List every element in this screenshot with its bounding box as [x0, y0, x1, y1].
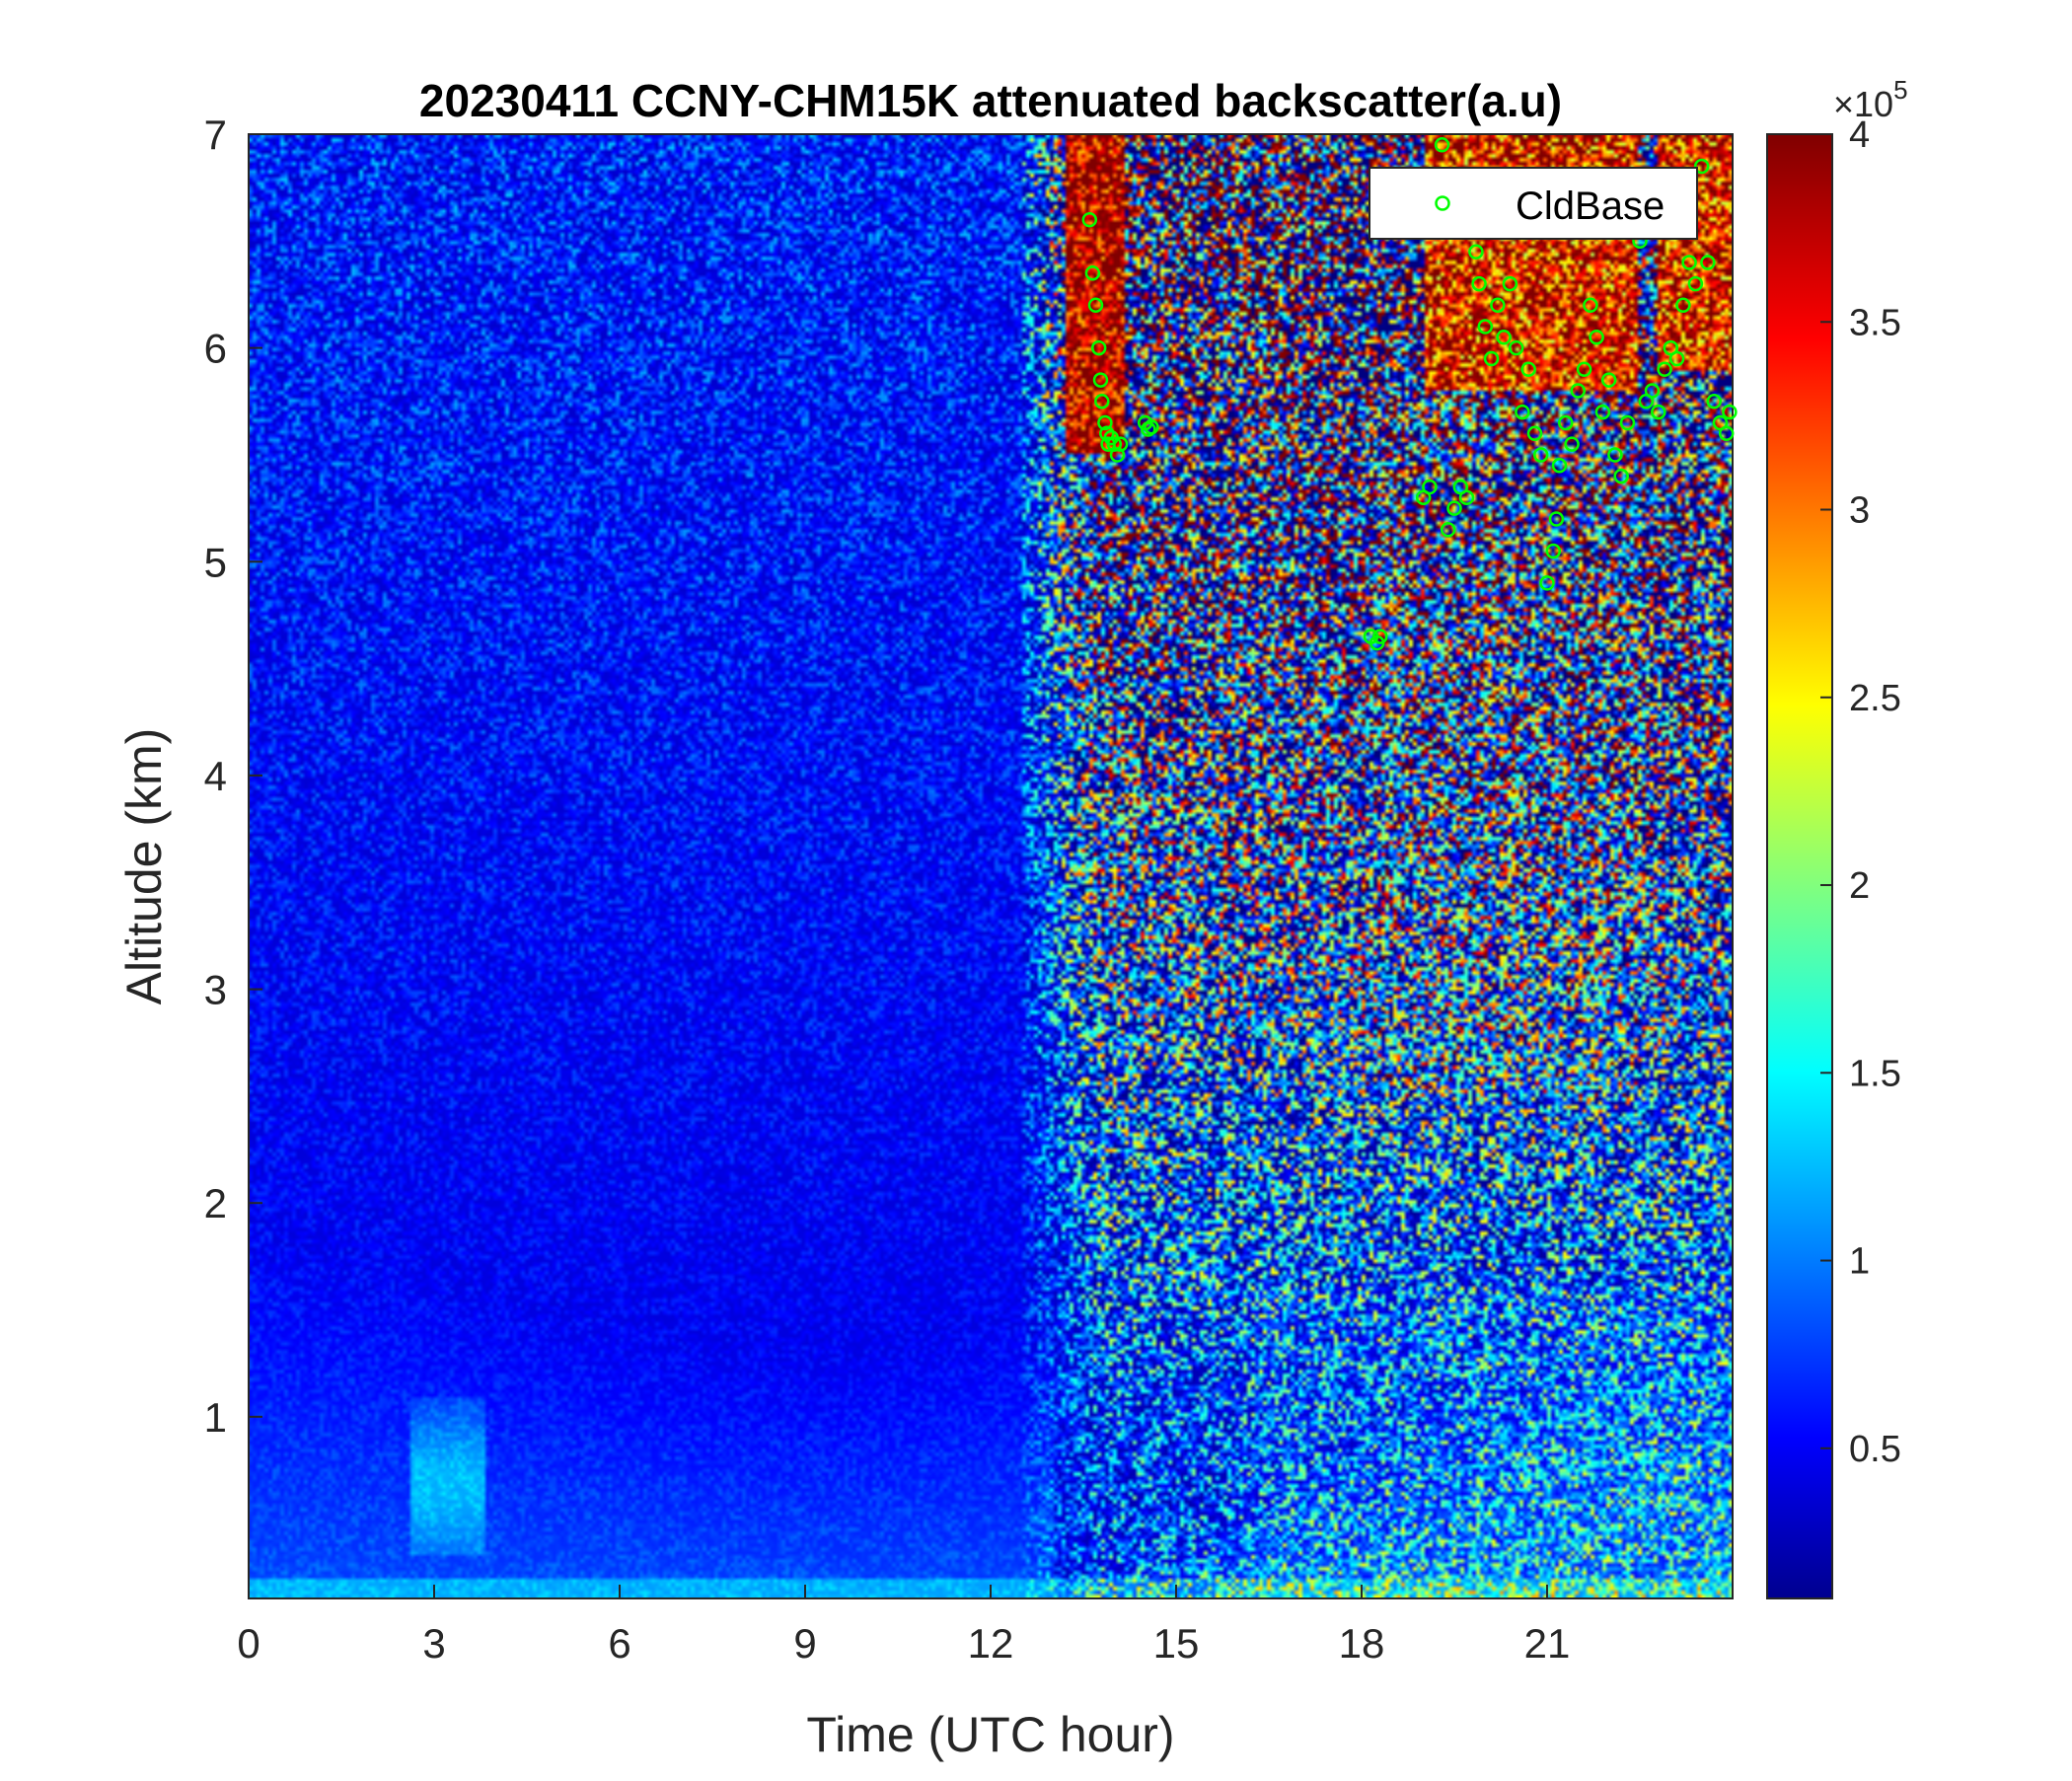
cldbase-point: [1548, 511, 1565, 527]
x-tick-label: 0: [237, 1620, 259, 1667]
cldbase-point: [1446, 500, 1462, 516]
cldbase-point: [1440, 522, 1456, 538]
colorbar-ramp: [1766, 133, 1833, 1599]
cldbase-point: [1515, 404, 1530, 420]
cldbase-point: [1526, 425, 1543, 442]
cldbase-point: [1112, 436, 1129, 452]
cldbase-point: [1097, 414, 1113, 431]
cldbase-point: [1468, 244, 1484, 260]
cldbase-point: [1477, 319, 1494, 334]
colorbar-tick-label: 0.5: [1849, 1429, 1901, 1470]
cldbase-point: [1600, 372, 1617, 388]
cldbase-point: [1496, 330, 1512, 345]
y-tick-label: 1: [204, 1394, 227, 1441]
legend-label-cldbase: CldBase: [1516, 185, 1665, 228]
x-tick-label: 21: [1524, 1620, 1571, 1667]
cldbase-point: [1594, 404, 1611, 420]
cldbase-series: [1081, 137, 1738, 651]
cldbase-point: [1483, 350, 1500, 367]
cldbase-point: [1718, 425, 1735, 442]
cldbase-point: [1099, 425, 1115, 442]
cldbase-point: [1458, 489, 1475, 506]
legend: CldBase: [1369, 167, 1698, 240]
cldbase-point: [1619, 414, 1636, 431]
colorbar: 0.5 1 1.5 2 2.5 3 3.5 4 ×105: [1766, 75, 1908, 1599]
colorbar-tick-label: 3.5: [1849, 302, 1901, 343]
colorbar-tick-label: 1.5: [1849, 1053, 1901, 1094]
cldbase-point: [1558, 414, 1574, 431]
cldbase-point: [1502, 275, 1518, 292]
cldbase-point: [1651, 404, 1666, 420]
chart-title: 20230411 CCNY-CHM15K attenuated backscat…: [419, 75, 1562, 126]
colorbar-tick-label: 4: [1849, 114, 1870, 156]
cldbase-point: [1092, 372, 1109, 388]
y-tick-label: 2: [204, 1180, 227, 1226]
cldbase-point: [1508, 339, 1524, 356]
x-tick-label: 15: [1153, 1620, 1200, 1667]
cldbase-point: [1706, 394, 1722, 409]
legend-box: [1369, 167, 1698, 240]
x-axis-label: Time (UTC hour): [806, 1707, 1174, 1762]
y-tick-label: 5: [204, 539, 227, 585]
colorbar-ticks: 0.5 1 1.5 2 2.5 3 3.5 4: [1820, 114, 1901, 1470]
colorbar-multiplier-base: ×10: [1833, 84, 1893, 124]
cldbase-point: [1081, 211, 1098, 228]
cldbase-point: [1545, 543, 1562, 559]
heatmap-image: [249, 134, 1733, 1598]
cldbase-point: [1644, 383, 1661, 399]
y-axis-label: Altitude (km): [116, 728, 172, 1005]
backscatter-heatmap: [249, 134, 1733, 1598]
cldbase-point: [1675, 297, 1691, 314]
cldbase-point: [1722, 404, 1738, 420]
x-tick-label: 6: [608, 1620, 630, 1667]
cldbase-point: [1551, 458, 1568, 474]
cldbase-point: [1589, 330, 1604, 345]
y-tick-label: 7: [204, 111, 227, 158]
cldbase-point: [1422, 479, 1438, 495]
cldbase-point: [1668, 350, 1685, 367]
y-tick-label: 3: [204, 967, 227, 1013]
cldbase-point: [1583, 297, 1598, 314]
x-tick-label: 3: [422, 1620, 445, 1667]
colorbar-multiplier: ×105: [1833, 75, 1908, 124]
colorbar-tick-label: 1: [1849, 1241, 1870, 1283]
x-axis: 0 3 6 9 12 15 18 21: [237, 1585, 1570, 1667]
colorbar-tick-label: 2.5: [1849, 678, 1901, 719]
cldbase-point: [1687, 275, 1704, 292]
x-tick-label: 18: [1339, 1620, 1385, 1667]
cldbase-point: [1700, 255, 1716, 270]
x-tick-label: 12: [968, 1620, 1014, 1667]
cldbase-point: [1087, 297, 1104, 314]
cldbase-point: [1434, 137, 1450, 153]
legend-marker-cldbase: [1435, 195, 1450, 211]
cldbase-point: [1607, 447, 1623, 463]
cldbase-point: [1094, 394, 1110, 409]
cldbase-point: [1144, 419, 1159, 435]
cldbase-point: [1570, 383, 1587, 399]
colorbar-multiplier-exponent: 5: [1893, 75, 1907, 105]
cldbase-point: [1520, 361, 1536, 378]
x-tick-label: 9: [793, 1620, 816, 1667]
colorbar-tick-label: 3: [1849, 490, 1870, 532]
cldbase-point: [1372, 629, 1388, 644]
y-tick-label: 6: [204, 326, 227, 372]
cldbase-point: [1564, 436, 1580, 452]
cldbase-point: [1084, 265, 1101, 281]
cldbase-point: [1490, 297, 1506, 314]
cldbase-point: [1532, 447, 1549, 463]
y-axis: 1 2 3 4 5 6 7: [204, 111, 262, 1441]
y-tick-label: 4: [204, 753, 227, 799]
cldbase-point: [1090, 339, 1107, 356]
cldbase-point: [1681, 255, 1697, 270]
cldbase-point: [1471, 275, 1487, 292]
cldbase-point: [1576, 361, 1592, 378]
cldbase-point: [1657, 361, 1672, 378]
colorbar-tick-label: 2: [1849, 865, 1870, 907]
cldbase-point: [1613, 468, 1629, 484]
cldbase-point: [1539, 575, 1555, 591]
cldbase-point: [1693, 158, 1710, 175]
